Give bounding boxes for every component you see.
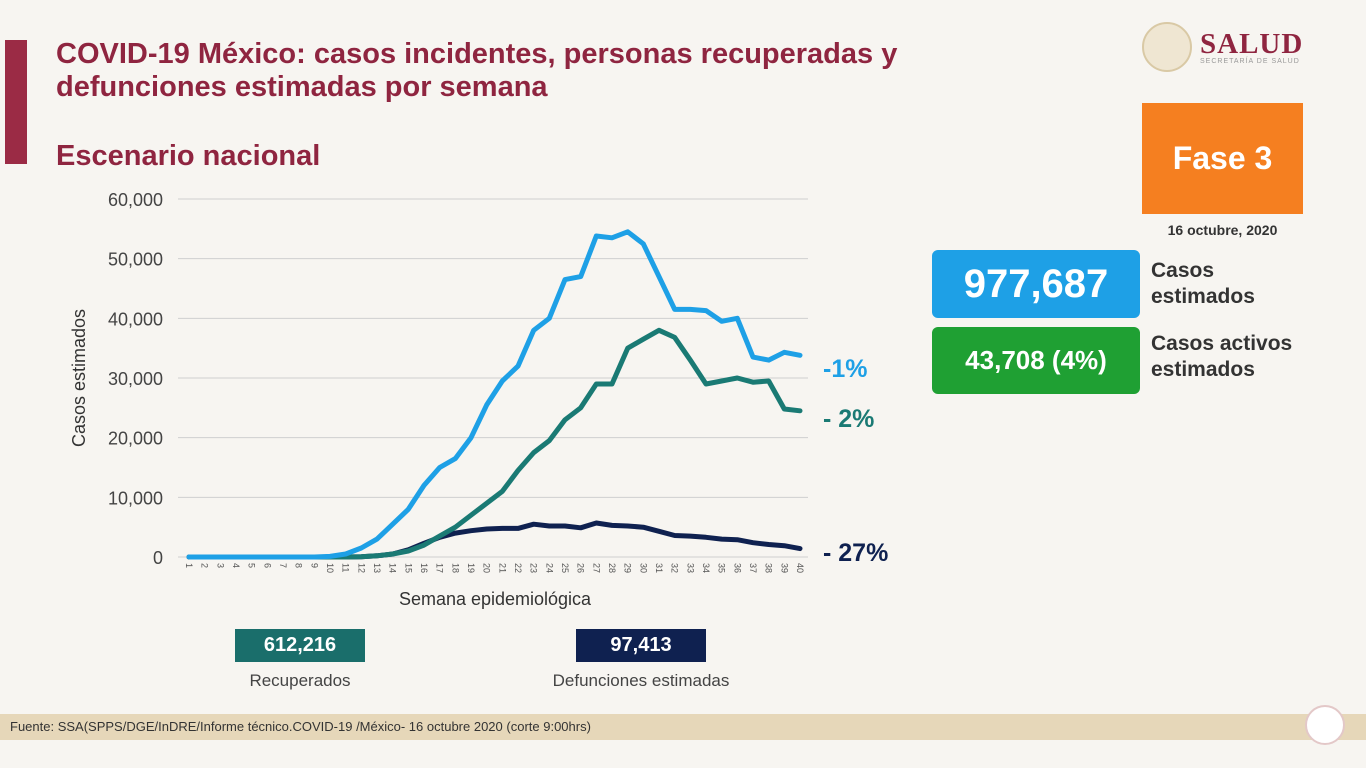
x-tick-label: 29 — [623, 563, 633, 573]
y-tick-label: 40,000 — [108, 309, 163, 329]
x-tick-label: 32 — [670, 563, 680, 573]
x-tick-label: 15 — [403, 563, 413, 573]
gobierno-mexico-logo — [1305, 705, 1345, 745]
x-tick-label: 37 — [748, 563, 758, 573]
defunciones-change-label: - 27% — [823, 539, 889, 567]
x-tick-label: 7 — [278, 563, 288, 568]
y-tick-label: 30,000 — [108, 369, 163, 389]
x-tick-label: 30 — [638, 563, 648, 573]
kpi-casos-label-1: Casos — [1151, 259, 1215, 282]
accent-bar — [5, 40, 27, 164]
series-line-recuperados — [186, 327, 803, 560]
x-tick-label: 25 — [560, 563, 570, 573]
x-tick-label: 40 — [795, 563, 805, 573]
kpi-casos-label-2: estimados — [1151, 285, 1255, 308]
page-title: COVID-19 México: casos incidentes, perso… — [56, 38, 898, 103]
x-tick-label: 12 — [356, 563, 366, 573]
x-tick-label: 1 — [184, 563, 194, 568]
series-line-casos — [186, 229, 803, 560]
kpi-casos-label: Casos estimados — [1151, 258, 1255, 310]
x-tick-label: 18 — [450, 563, 460, 573]
x-tick-label: 36 — [732, 563, 742, 573]
source-footer: Fuente: SSA(SPPS/DGE/InDRE/Informe técni… — [0, 714, 1366, 740]
recuperados-value: 612,216 — [235, 629, 365, 662]
x-tick-label: 5 — [247, 563, 257, 568]
y-tick-label: 60,000 — [108, 190, 163, 210]
x-tick-label: 17 — [435, 563, 445, 573]
defunciones-value: 97,413 — [576, 629, 706, 662]
y-tick-label: 0 — [153, 548, 163, 568]
y-axis-label: Casos estimados — [69, 309, 89, 447]
y-tick-label: 50,000 — [108, 250, 163, 270]
x-tick-label: 33 — [685, 563, 695, 573]
kpi-casos-value: 977,687 — [932, 250, 1140, 318]
logo-word: SALUD — [1200, 27, 1304, 60]
x-tick-label: 14 — [388, 563, 398, 573]
x-tick-label: 38 — [764, 563, 774, 573]
x-tick-label: 28 — [607, 563, 617, 573]
y-tick-label: 10,000 — [108, 488, 163, 508]
series-line-defunciones — [186, 520, 803, 560]
x-tick-label: 10 — [325, 563, 335, 573]
x-tick-label: 6 — [262, 563, 272, 568]
page-subtitle: Escenario nacional — [56, 140, 321, 172]
x-tick-label: 8 — [294, 563, 304, 568]
kpi-activos-value: 43,708 (4%) — [932, 327, 1140, 394]
x-tick-label: 4 — [231, 563, 241, 568]
kpi-activos-label-2: estimados — [1151, 358, 1255, 381]
kpi-activos-label-1: Casos activos — [1151, 332, 1293, 355]
x-tick-label: 20 — [482, 563, 492, 573]
y-tick-label: 20,000 — [108, 429, 163, 449]
salud-logo: SALUD SECRETARÍA DE SALUD — [1142, 22, 1303, 72]
x-tick-label: 9 — [309, 563, 319, 568]
x-tick-label: 3 — [215, 563, 225, 568]
x-tick-label: 2 — [200, 563, 210, 568]
x-tick-label: 26 — [576, 563, 586, 573]
x-tick-label: 39 — [779, 563, 789, 573]
recuperados-change-label: - 2% — [823, 405, 875, 433]
x-tick-label: 21 — [497, 563, 507, 573]
x-axis-label: Semana epidemiológica — [399, 589, 592, 609]
report-date: 16 octubre, 2020 — [1167, 222, 1278, 238]
x-tick-label: 13 — [372, 563, 382, 573]
defunciones-label: Defunciones estimadas — [552, 671, 730, 690]
x-tick-label: 27 — [591, 563, 601, 573]
x-tick-label: 34 — [701, 563, 711, 573]
historic-figures-decoration — [110, 590, 170, 680]
x-tick-label: 16 — [419, 563, 429, 573]
x-tick-label: 19 — [466, 563, 476, 573]
kpi-activos-label: Casos activos estimados — [1151, 331, 1292, 383]
recuperados-label: Recuperados — [249, 671, 351, 690]
x-tick-label: 22 — [513, 563, 523, 573]
x-tick-label: 35 — [717, 563, 727, 573]
logo-subtitle: SECRETARÍA DE SALUD — [1200, 57, 1300, 65]
x-tick-label: 24 — [544, 563, 554, 573]
x-tick-label: 11 — [341, 563, 351, 572]
casos-change-label: -1% — [823, 355, 868, 383]
phase-badge: Fase 3 — [1142, 103, 1303, 214]
national-seal-icon — [1142, 22, 1192, 72]
x-tick-label: 31 — [654, 563, 664, 573]
x-tick-label: 23 — [529, 563, 539, 573]
